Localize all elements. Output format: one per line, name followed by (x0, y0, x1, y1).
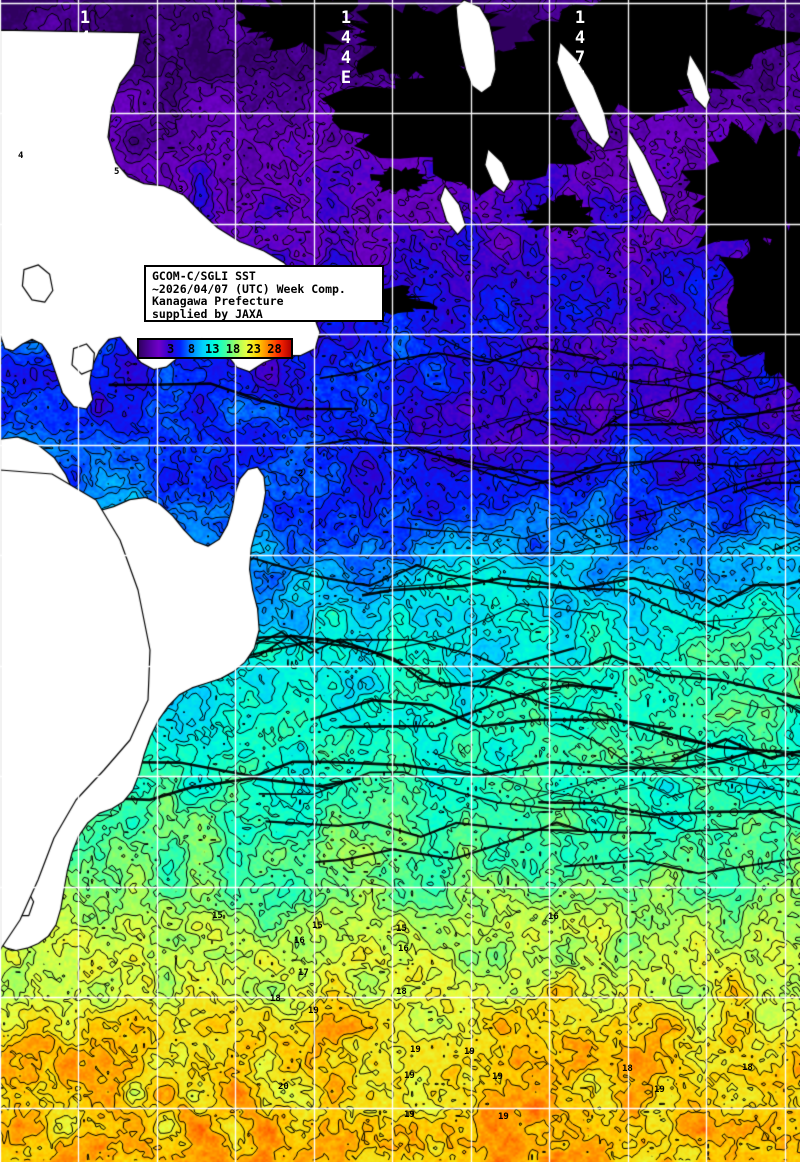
product-info-box: GCOM-C/SGLI SST ~2026/04/07 (UTC) Week C… (144, 265, 384, 322)
info-line-title: GCOM-C/SGLI SST (152, 269, 256, 283)
color-scale-tick-13: 13 (204, 341, 220, 356)
color-scale-tick-8: 8 (187, 341, 196, 356)
info-line-date: ~2026/04/07 (UTC) Week Comp. (152, 281, 346, 296)
color-scale-tick-labels: 3 8 13 18 23 28 (139, 340, 291, 357)
sst-color-scale: 3 8 13 18 23 28 (137, 338, 293, 359)
color-scale-tick-23: 23 (246, 341, 261, 356)
color-scale-tick-28: 28 (267, 341, 282, 356)
info-line-provider: supplied by JAXA (152, 306, 263, 321)
info-line-region: Kanagawa Prefecture (152, 294, 284, 309)
color-scale-tick-18: 18 (225, 341, 241, 356)
color-scale-tick-3: 3 (167, 341, 175, 356)
color-scale-gradient (139, 340, 291, 357)
